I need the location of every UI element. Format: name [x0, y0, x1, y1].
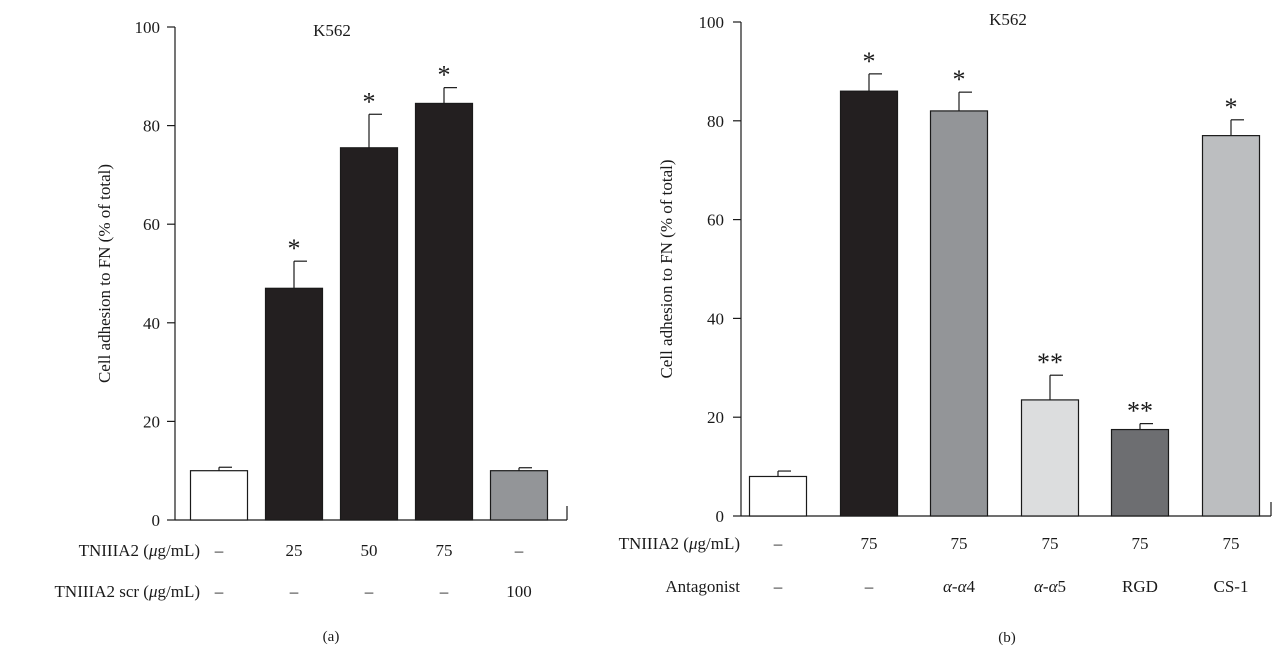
condition-value: 75: [1223, 534, 1240, 553]
y-tick-label: 0: [152, 511, 161, 530]
condition-value: –: [514, 541, 524, 560]
bar: [929, 110, 989, 517]
condition-row-label: Antagonist: [665, 577, 740, 596]
bar: [189, 470, 249, 521]
panel-caption: (b): [998, 630, 1016, 646]
y-tick-label: 80: [707, 112, 724, 131]
chart-panel-a: 0 20 40 60 80 100 Cell adhesion to FN (% of to…: [55, 18, 568, 645]
bar: [339, 147, 399, 521]
condition-value: α-α4: [943, 577, 976, 596]
condition-value: 75: [436, 541, 453, 560]
condition-value: 75: [1042, 534, 1059, 553]
condition-value: –: [364, 582, 374, 601]
condition-row-label: TNIIIA2 scr (μg/mL): [55, 582, 200, 601]
y-tick-label: 40: [143, 314, 160, 333]
condition-value: 75: [861, 534, 878, 553]
significance-marker: *: [953, 65, 966, 94]
y-axis-label: Cell adhesion to FN (% of total): [657, 159, 676, 378]
condition-value: CS-1: [1214, 577, 1249, 596]
condition-value: 100: [506, 582, 532, 601]
y-tick-label: 20: [143, 412, 160, 431]
y-tick-label: 40: [707, 309, 724, 328]
condition-value: –: [773, 534, 783, 553]
condition-value: 50: [361, 541, 378, 560]
significance-marker: *: [863, 47, 876, 76]
condition-value: –: [289, 582, 299, 601]
condition-value: α-α5: [1034, 577, 1066, 596]
panel-caption: (a): [323, 629, 340, 645]
bar: [1020, 399, 1080, 517]
chart-panel-b: 0 20 40 60 80 100 Cell adhesion to FN (% of to…: [619, 10, 1272, 646]
chart-title: K562: [313, 21, 351, 40]
y-tick-label: 60: [143, 215, 160, 234]
bar: [1110, 428, 1170, 517]
condition-row-label: TNIIIA2 (μg/mL): [79, 541, 200, 560]
condition-value: –: [439, 582, 449, 601]
bar: [1201, 135, 1261, 517]
condition-value: RGD: [1122, 577, 1158, 596]
condition-value: –: [214, 582, 224, 601]
y-tick-label: 80: [143, 117, 160, 136]
significance-marker: *: [288, 234, 301, 263]
significance-marker: **: [1037, 348, 1063, 377]
bar: [839, 90, 899, 517]
y-tick-label: 0: [716, 507, 725, 526]
condition-value: –: [773, 577, 783, 596]
y-tick-label: 100: [699, 13, 725, 32]
y-tick-label: 20: [707, 408, 724, 427]
significance-marker: **: [1127, 397, 1153, 426]
significance-marker: *: [363, 87, 376, 116]
y-tick-label: 100: [135, 18, 161, 37]
y-axis-label: Cell adhesion to FN (% of total): [95, 164, 114, 383]
bar: [748, 475, 808, 517]
condition-value: –: [864, 577, 874, 596]
condition-value: 75: [1132, 534, 1149, 553]
bar: [489, 470, 549, 521]
condition-value: –: [214, 541, 224, 560]
bar: [414, 102, 474, 521]
condition-value: 75: [951, 534, 968, 553]
significance-marker: *: [438, 61, 451, 90]
condition-row-label: TNIIIA2 (μg/mL): [619, 534, 740, 553]
chart-title: K562: [989, 10, 1027, 29]
condition-value: 25: [286, 541, 303, 560]
bar: [264, 287, 324, 521]
y-tick-label: 60: [707, 211, 724, 230]
significance-marker: *: [1225, 93, 1238, 122]
